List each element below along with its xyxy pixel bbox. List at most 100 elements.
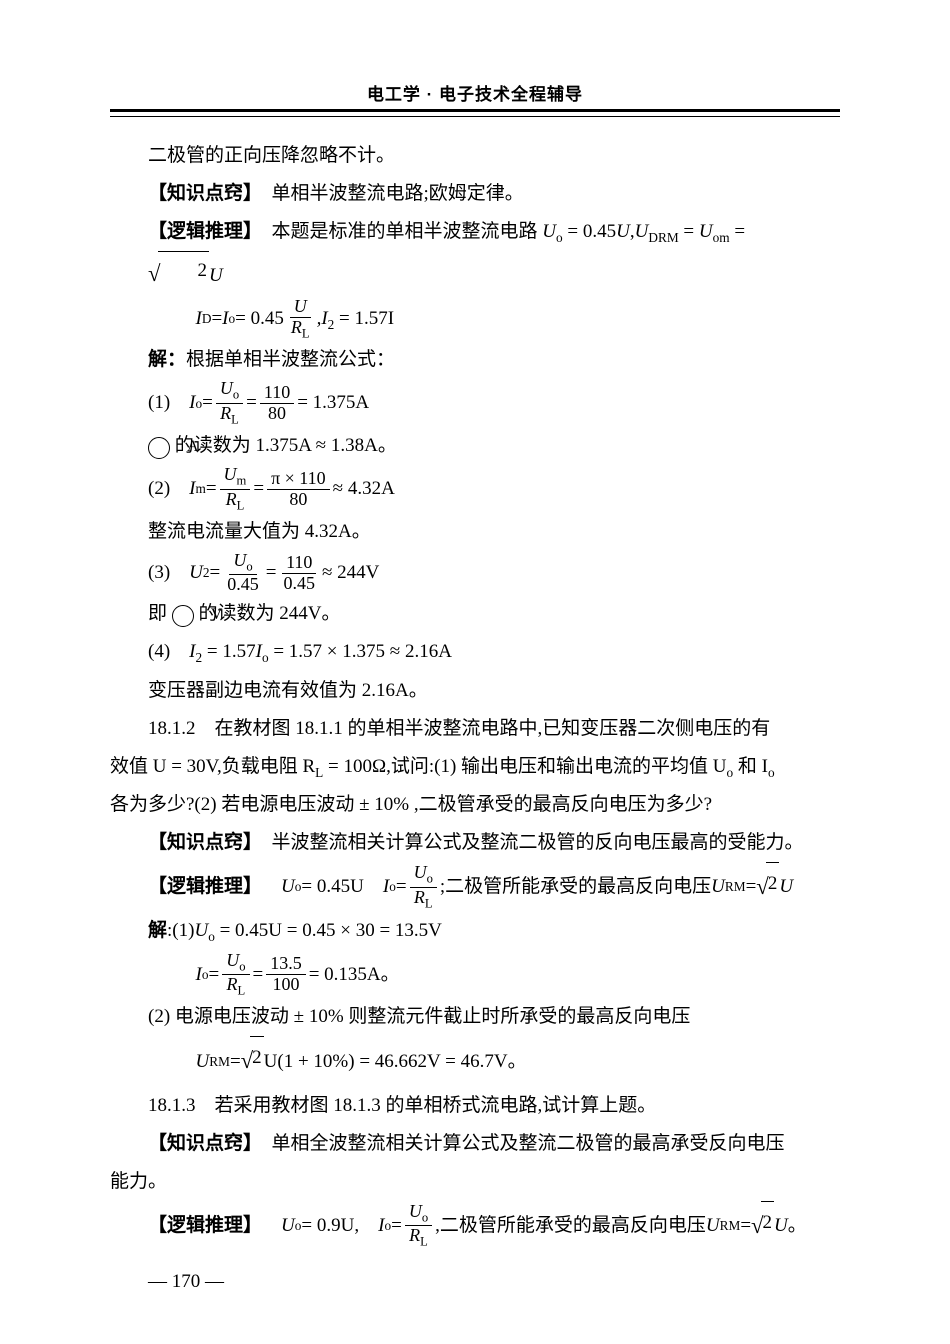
problem-1812-line1: 18.1.2 在教材图 18.1.1 的单相半波整流电路中,已知变压器二次侧电压…	[110, 710, 840, 748]
sub: o	[389, 872, 396, 901]
text: = 0.45	[235, 298, 284, 340]
text: 效值 U = 30V,负载电阻 R	[110, 756, 315, 777]
text: :(1)	[167, 920, 194, 941]
sub: L	[302, 326, 310, 340]
step-label: (2)	[148, 468, 189, 510]
sub: o	[202, 960, 209, 989]
line-knowledge-3b: 能力。	[110, 1163, 840, 1201]
text: = 0.9U,	[301, 1205, 378, 1247]
page: 电工学 · 电子技术全程辅导 二极管的正向压降忽略不计。 【知识点窍】 单相半波…	[0, 0, 950, 1344]
line-knowledge-1: 【知识点窍】 单相半波整流电路;欧姆定律。	[110, 175, 840, 213]
sub: o	[384, 1211, 391, 1240]
text: =	[730, 221, 745, 242]
formula-urm: URM = 2U(1 + 10%) = 46.662V = 46.7V。	[196, 1036, 841, 1086]
fraction: 13.5 100	[266, 954, 306, 995]
var: U	[779, 866, 793, 908]
fraction: Uo 0.45	[223, 551, 263, 595]
text: 半波整流相关计算公式及整流二极管的反向电压最高的受能力。	[253, 832, 804, 853]
fraction: Uo RL	[216, 379, 243, 427]
label-logic: 【逻辑推理】	[148, 866, 262, 908]
fraction: Uo RL	[410, 863, 437, 911]
fraction: U RL	[287, 297, 314, 341]
line-solution-2: 解:(1)Uo = 0.45U = 0.45 × 30 = 13.5V	[110, 912, 840, 950]
sub: RM	[720, 1211, 741, 1240]
line-transformer: 变压器副边电流有效值为 2.16A。	[110, 672, 840, 710]
line-knowledge-2: 【知识点窍】 半波整流相关计算公式及整流二极管的反向电压最高的受能力。	[110, 824, 840, 862]
step-label: (3)	[148, 552, 189, 594]
eq: =	[211, 298, 222, 340]
text: 的读数为 244V。	[194, 603, 341, 624]
var: U	[711, 866, 725, 908]
fraction: 110 80	[260, 383, 294, 424]
fraction: Um RL	[220, 465, 251, 513]
header-rule	[110, 109, 840, 117]
sub: m	[195, 474, 205, 503]
text: = 1.57 × 1.375 ≈ 2.16A	[269, 641, 452, 662]
fraction: π × 110 80	[267, 469, 330, 510]
var: U	[194, 920, 208, 941]
line-intro: 二极管的正向压降忽略不计。	[110, 137, 840, 175]
result: = 1.375A	[297, 382, 369, 424]
var: U	[774, 1205, 788, 1247]
line-solution: 解：根据单相半波整流公式：	[110, 341, 840, 379]
line-reading-a: A 的读数为 1.375A ≈ 1.38A。	[110, 427, 840, 465]
sub: 2	[203, 558, 210, 587]
page-number: — 170 —	[148, 1263, 840, 1301]
formula-io-2: Io = Uo RL = 13.5 100 = 0.135A。	[196, 951, 841, 999]
den: R	[291, 317, 302, 337]
result: ≈ 4.32A	[333, 468, 395, 510]
line-max-current: 整流电流量大值为 4.32A。	[110, 513, 840, 551]
text: = 100Ω,试问:(1) 输出电压和输出电流的平均值 U	[323, 756, 726, 777]
sub: RM	[725, 872, 746, 901]
text: = 0.45U	[301, 866, 382, 908]
label-knowledge: 【知识点窍】	[148, 832, 253, 853]
text: ;二极管所能承受的最高反向电压	[440, 866, 711, 908]
text: 单相半波整流电路;欧姆定律。	[253, 183, 524, 204]
sub: o	[208, 929, 215, 944]
line-reading-v: 即 V 的读数为 244V。	[110, 595, 840, 633]
step-label: (4)	[148, 641, 189, 662]
text	[262, 866, 281, 908]
text: 本题是标准的单相半波整流电路	[253, 221, 543, 242]
circled-a-icon: A	[148, 437, 170, 459]
step-3: (3) U2 = Uo 0.45 = 110 0.45 ≈ 244V	[148, 551, 840, 595]
step-2: (2) Im = Um RL = π × 110 80 ≈ 4.32A	[148, 465, 840, 513]
var: U	[189, 552, 203, 594]
label-logic: 【逻辑推理】	[148, 221, 253, 242]
sub: o	[295, 872, 302, 901]
line-logic-2: 【逻辑推理】 Uo = 0.45U Io = Uo RL ;二极管所能承受的最高…	[148, 862, 840, 912]
problem-1812-line2: 效值 U = 30V,负载电阻 RL = 100Ω,试问:(1) 输出电压和输出…	[110, 748, 840, 786]
text: ,二极管所能承受的最高反向电压	[435, 1205, 706, 1247]
result: ≈ 244V	[322, 552, 379, 594]
step-1: (1) Io = Uo RL = 110 80 = 1.375A	[148, 379, 840, 427]
line-q2: (2) 电源电压波动 ± 10% 则整流元件截止时所承受的最高反向电压	[110, 998, 840, 1036]
text: =	[679, 221, 699, 242]
sub: RM	[209, 1047, 230, 1076]
label-solution: 解	[148, 920, 167, 941]
var: U	[281, 1205, 295, 1247]
sub: o	[228, 304, 235, 333]
line-knowledge-3: 【知识点窍】 单相全波整流相关计算公式及整流二极管的最高承受反向电压	[110, 1125, 840, 1163]
line-logic-1: 【逻辑推理】 本题是标准的单相半波整流电路 Uo = 0.45U,UDRM = …	[110, 213, 840, 297]
text: 根据单相半波整流公式：	[186, 349, 395, 370]
page-header-title: 电工学 · 电子技术全程辅导	[110, 80, 840, 105]
step-4: (4) I2 = 1.57Io = 1.57 × 1.375 ≈ 2.16A	[110, 633, 840, 671]
text: 。	[788, 1205, 807, 1247]
formula-id: ID = Io = 0.45 U RL ,I2 = 1.57I	[196, 297, 841, 341]
sub: o	[295, 1211, 302, 1240]
fraction: 110 0.45	[279, 553, 319, 594]
text: = 0.45	[563, 221, 616, 242]
num: U	[294, 296, 307, 316]
var: U	[281, 866, 295, 908]
line-logic-3: 【逻辑推理】 Uo = 0.9U, Io = Uo RL ,二极管所能承受的最高…	[148, 1201, 840, 1251]
text: 和 I	[733, 756, 768, 777]
fraction: Uo RL	[222, 951, 249, 999]
label-solution: 解：	[148, 349, 186, 370]
fraction: Uo RL	[405, 1202, 432, 1250]
sub: o	[195, 389, 202, 418]
content-body: 二极管的正向压降忽略不计。 【知识点窍】 单相半波整流电路;欧姆定律。 【逻辑推…	[110, 137, 840, 1301]
text: 单相全波整流相关计算公式及整流二极管的最高承受反向电压	[253, 1133, 785, 1154]
var: U	[706, 1205, 720, 1247]
problem-1812-line3: 各为多少?(2) 若电源电压波动 ± 10% ,二极管承受的最高反向电压为多少?	[110, 786, 840, 824]
text: 即	[148, 603, 172, 624]
